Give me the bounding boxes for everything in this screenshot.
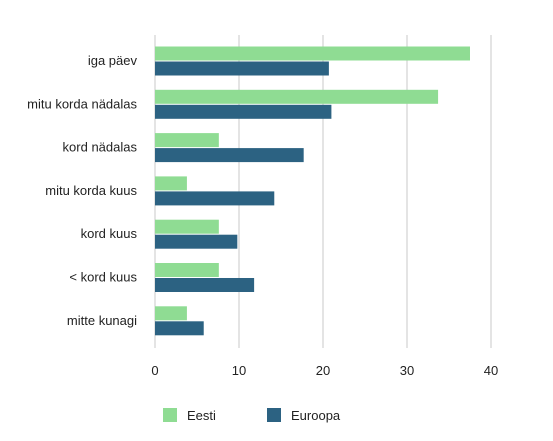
x-tick-label: 40: [484, 363, 498, 378]
bar-europa-3: [155, 191, 275, 206]
bar-eesti-2: [155, 133, 219, 148]
category-label: mitte kunagi: [67, 313, 137, 328]
bar-eesti-3: [155, 176, 187, 191]
bar-eesti-5: [155, 263, 219, 277]
x-tick-label: 10: [232, 363, 246, 378]
bar-europa-6: [155, 321, 204, 336]
bar-europa-5: [155, 278, 255, 292]
x-tick-labels: 0 10 20 30 40: [151, 363, 498, 378]
bar-europa-4: [155, 234, 238, 249]
legend-swatch-1: [267, 408, 281, 422]
category-label: mitu korda nädalas: [27, 96, 137, 111]
bar-eesti-1: [155, 89, 439, 104]
category-labels: iga päev mitu korda nädalas kord nädalas mi…: [27, 53, 137, 328]
category-label: kord kuus: [81, 226, 138, 241]
legend-label-0: Eesti: [187, 408, 216, 423]
bars: [155, 46, 470, 336]
bar-eesti-0: [155, 46, 470, 61]
category-label: kord nädalas: [63, 140, 138, 155]
category-label: iga päev: [88, 53, 138, 68]
gridlines: [154, 35, 492, 348]
x-tick-label: 20: [316, 363, 330, 378]
bar-eesti-6: [155, 306, 187, 321]
x-tick-label: 0: [151, 363, 158, 378]
x-tick-label: 30: [400, 363, 414, 378]
bar-eesti-4: [155, 219, 219, 234]
bar-europa-1: [155, 104, 332, 119]
bar-europa-2: [155, 148, 304, 163]
legend-swatch-0: [163, 408, 177, 422]
legend: Eesti Euroopa: [163, 408, 341, 423]
category-label: mitu korda kuus: [45, 183, 137, 198]
bar-europa-0: [155, 61, 329, 76]
category-label: < kord kuus: [69, 270, 137, 285]
legend-label-1: Euroopa: [291, 408, 341, 423]
